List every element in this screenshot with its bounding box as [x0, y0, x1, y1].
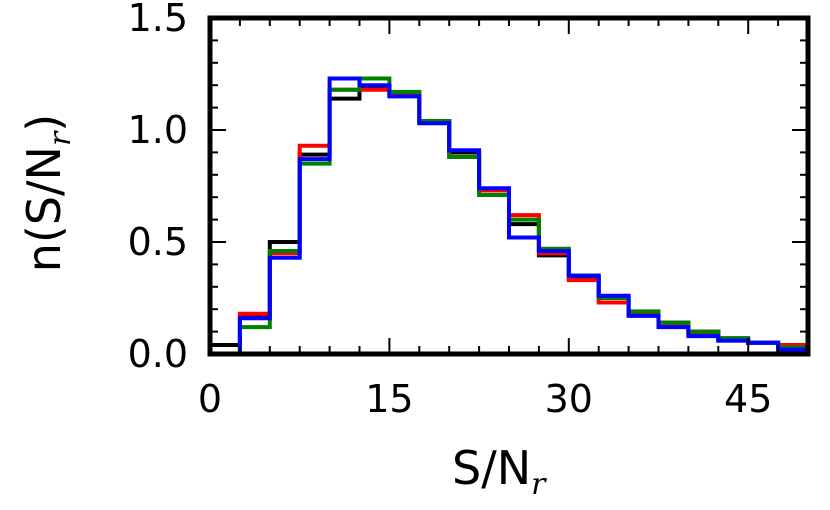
histogram-series-4 [210, 76, 808, 356]
x-tick-label: 15 [365, 377, 413, 421]
x-tick-label: 0 [198, 377, 222, 421]
y-tick-label: 0.5 [128, 220, 188, 264]
y-tick-label: 1.0 [128, 108, 188, 152]
y-tick-label: 0.0 [128, 332, 188, 376]
y-axis-label: n(S/Nr) [17, 114, 78, 273]
x-axis-label: S/Nr [452, 441, 547, 502]
series-layer [210, 76, 808, 356]
x-tick-label: 45 [724, 377, 772, 421]
tick-labels-layer: 0 15 30 45 0.0 0.5 1.0 1.5 [128, 0, 773, 421]
y-tick-label: 1.5 [128, 0, 188, 40]
plot-frame [207, 15, 811, 357]
x-tick-label: 30 [545, 377, 593, 421]
